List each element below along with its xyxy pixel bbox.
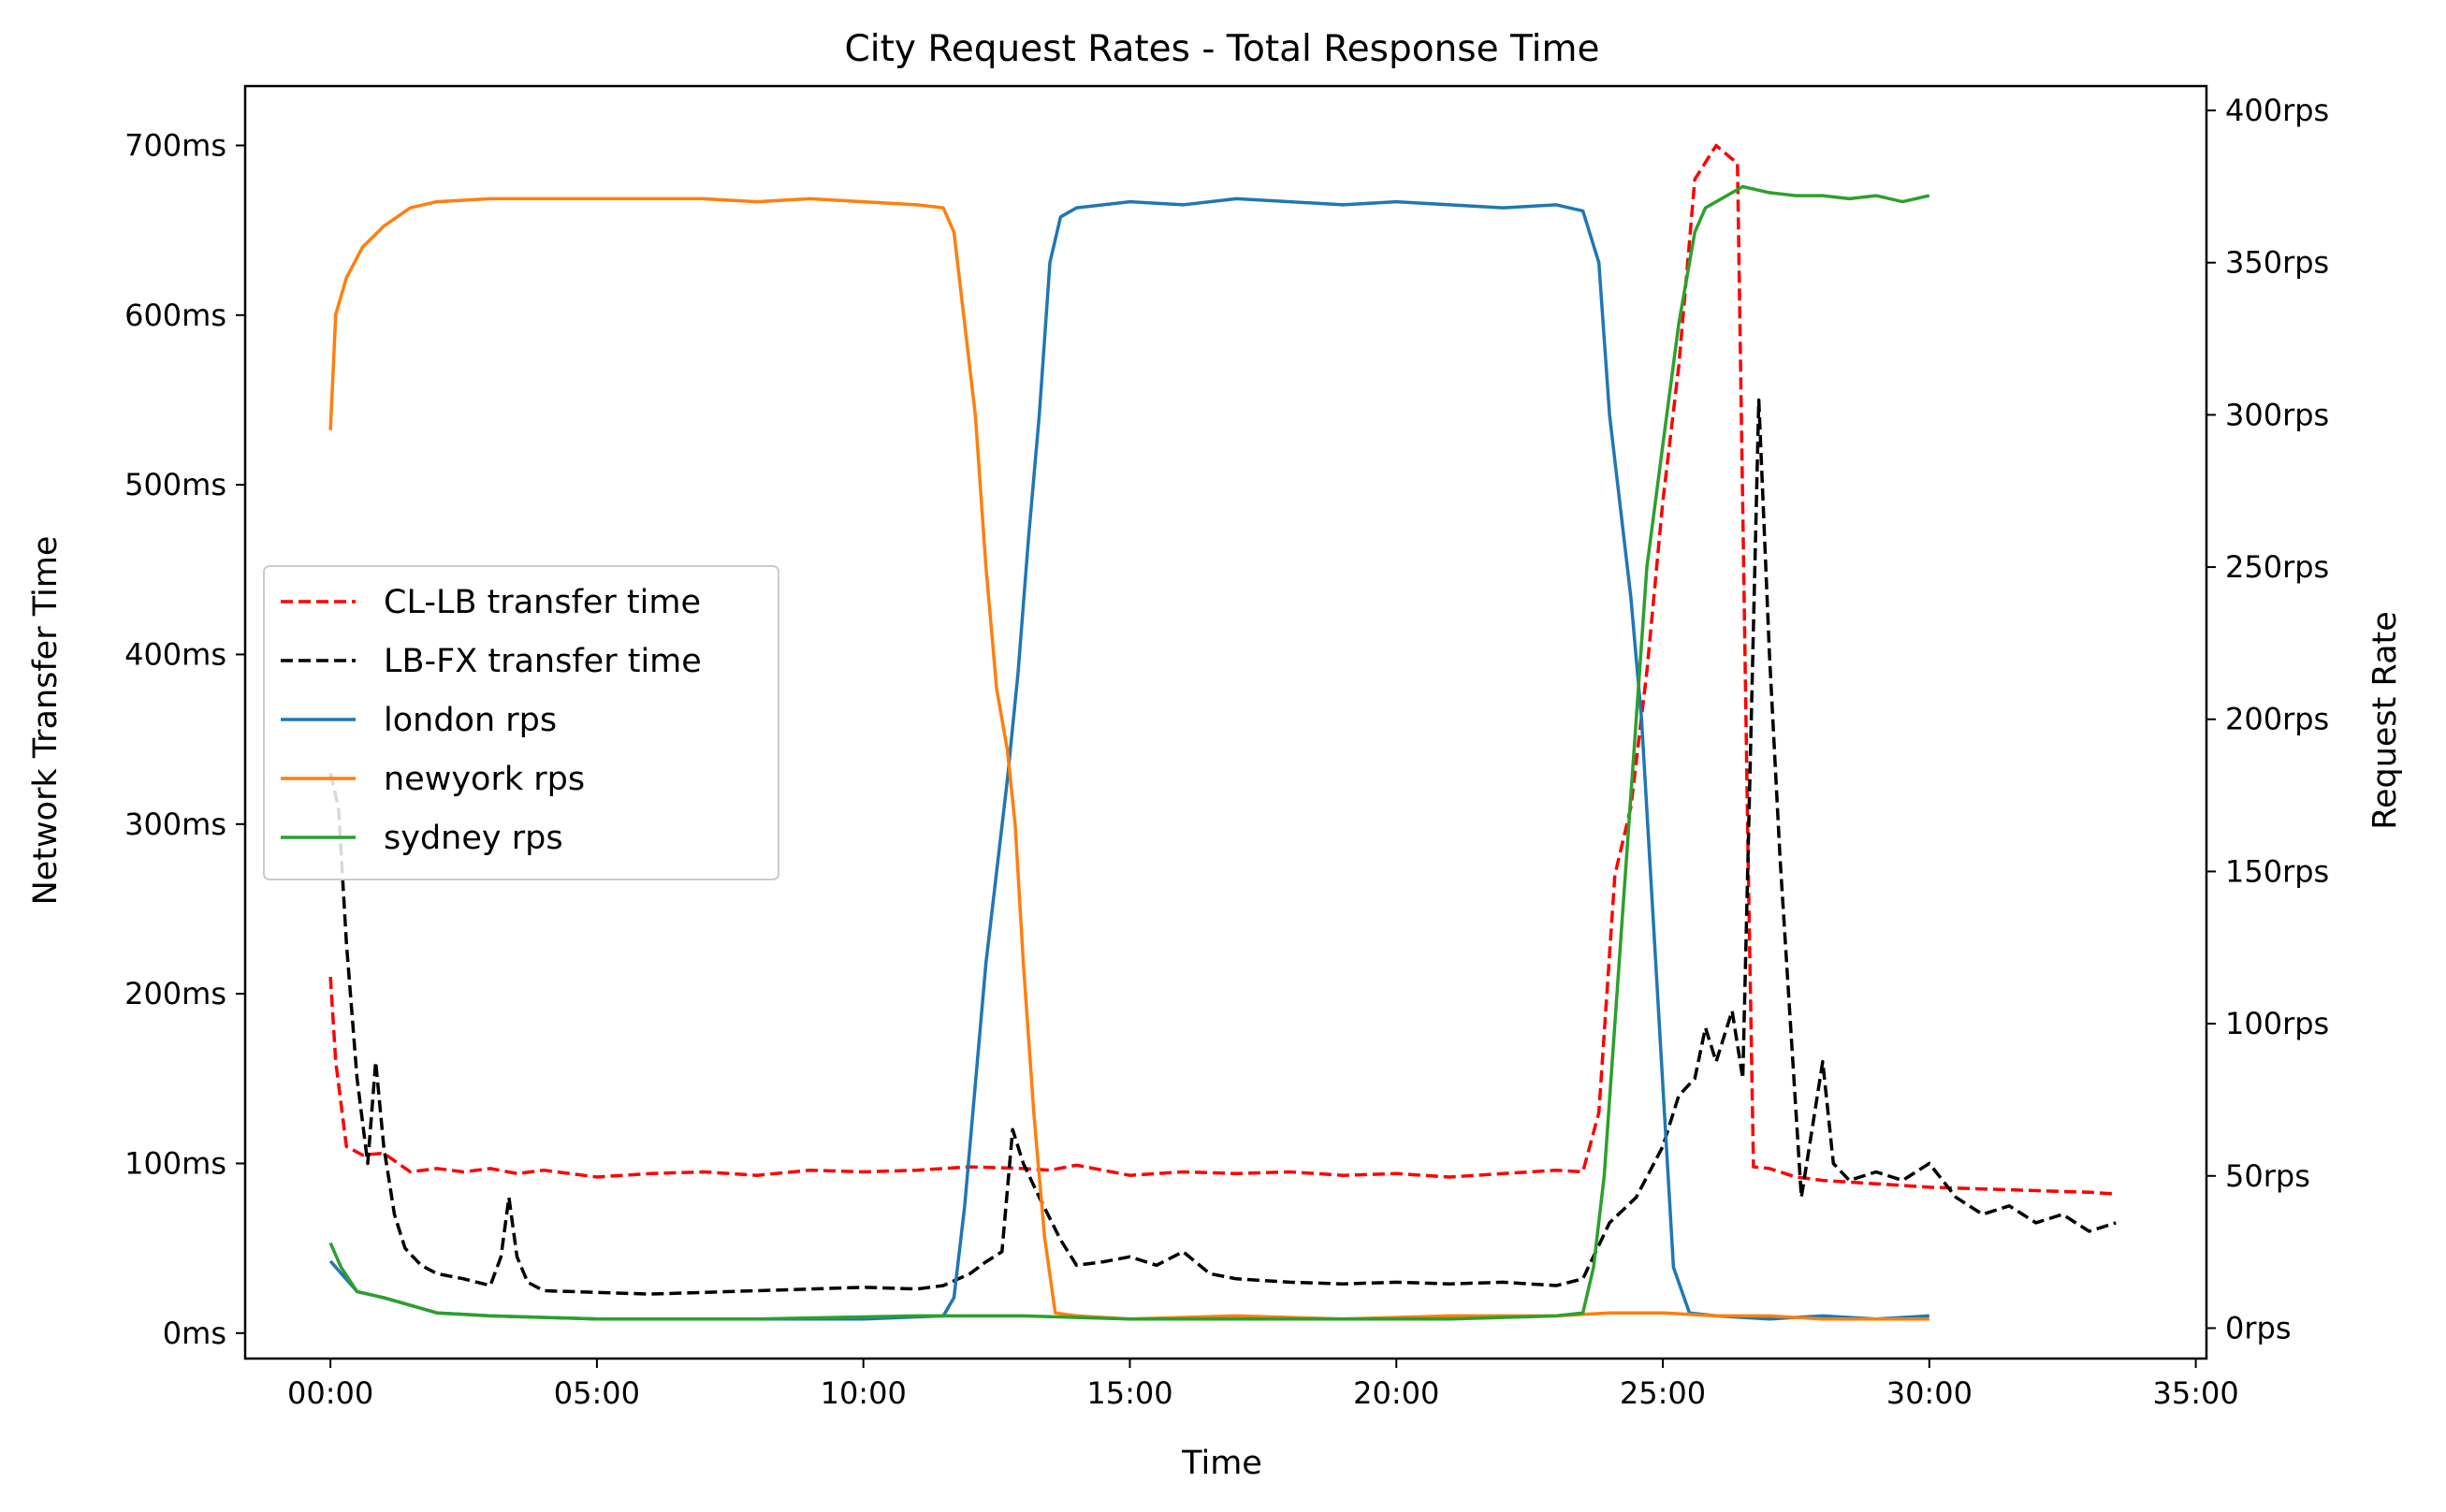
y-right-tick-label: 50rps: [2225, 1158, 2310, 1194]
ticks-layer: 00:00 05:00 10:00 15:00 20:00 25:00 30:00 35:00…: [124, 93, 2329, 1411]
y-left-tick-label: 600ms: [124, 298, 226, 333]
y-right-tick-label: 350rps: [2225, 245, 2329, 281]
x-tick-label: 05:00: [554, 1375, 640, 1411]
x-tick-label: 15:00: [1086, 1375, 1172, 1411]
legend-box: [263, 565, 779, 880]
legend-label: newyork rps: [384, 761, 585, 798]
y-left-tick-label: 300ms: [124, 807, 226, 842]
legend-label: LB-FX transfer time: [384, 643, 702, 680]
series-line-cl-lb-transfer-time: [328, 143, 2117, 1196]
y-left-tick-label: 0ms: [163, 1316, 226, 1351]
x-tick-label: 20:00: [1353, 1375, 1439, 1411]
y-axis-left-label: Network Transfer Time: [27, 536, 65, 906]
y-right-tick-label: 0rps: [2225, 1310, 2292, 1345]
series-line-sydney-rps: [328, 184, 1930, 1321]
legend: CL-LB transfer time LB-FX transfer time lo…: [263, 565, 779, 880]
x-axis-label: Time: [1181, 1445, 1262, 1482]
y-right-tick-label: 100rps: [2225, 1006, 2329, 1041]
series-line-lb-fx-transfer-time: [328, 398, 2117, 1296]
x-tick-label: 25:00: [1620, 1375, 1706, 1411]
x-tick-label: 10:00: [821, 1375, 907, 1411]
y-right-tick-label: 150rps: [2225, 853, 2329, 889]
x-tick-label: 35:00: [2152, 1375, 2238, 1411]
legend-label: london rps: [384, 702, 557, 739]
series-layer: [328, 143, 2117, 1321]
x-tick-label: 30:00: [1886, 1375, 1973, 1411]
y-left-tick-label: 700ms: [124, 127, 226, 163]
y-left-tick-label: 100ms: [124, 1145, 226, 1181]
y-right-tick-label: 300rps: [2225, 397, 2329, 432]
x-tick-label: 00:00: [287, 1375, 373, 1411]
y-left-tick-label: 400ms: [124, 636, 226, 672]
y-left-tick-label: 200ms: [124, 976, 226, 1011]
y-right-tick-label: 200rps: [2225, 702, 2329, 737]
chart-title: City Request Rates - Total Response Time: [845, 28, 1600, 70]
y-axis-right-label: Request Rate: [2366, 611, 2404, 830]
legend-label: CL-LB transfer time: [384, 584, 701, 621]
y-right-tick-label: 400rps: [2225, 93, 2329, 128]
y-left-tick-label: 500ms: [124, 467, 226, 502]
plot-frame: [243, 84, 2208, 1360]
legend-label: sydney rps: [384, 820, 563, 857]
y-right-tick-label: 250rps: [2225, 549, 2329, 585]
